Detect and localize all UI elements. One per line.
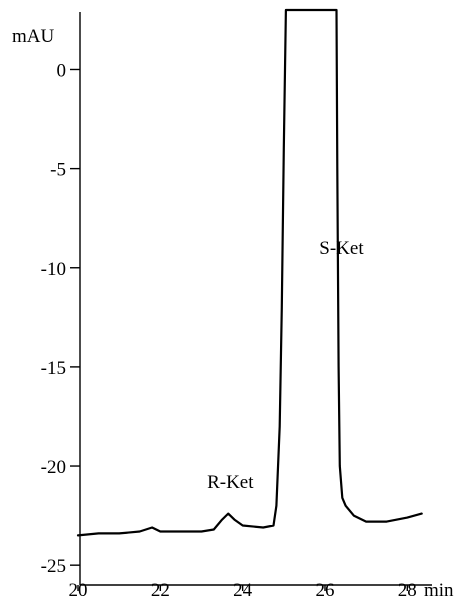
x-tick-label: 20 bbox=[69, 580, 88, 599]
peak-label: S-Ket bbox=[319, 238, 364, 259]
y-tick-label: -25 bbox=[41, 556, 66, 577]
peak-label: R-Ket bbox=[207, 472, 254, 493]
y-axis-title: mAU bbox=[12, 26, 55, 47]
y-tick-label: -5 bbox=[50, 160, 66, 181]
x-tick-label: 24 bbox=[233, 580, 253, 599]
y-tick-label: 0 bbox=[57, 60, 67, 81]
y-tick-label: -10 bbox=[41, 259, 66, 280]
y-tick-label: -20 bbox=[41, 457, 66, 478]
chromatogram-trace bbox=[76, 8, 423, 537]
x-tick-label: 26 bbox=[315, 580, 334, 599]
y-tick-label: -15 bbox=[41, 358, 66, 379]
peak-annotations: R-Ket S-Ket bbox=[207, 238, 364, 493]
x-tick-label: 22 bbox=[151, 580, 170, 599]
axes bbox=[79, 12, 432, 586]
x-tick-label: 28 bbox=[398, 580, 417, 599]
x-axis-title: min bbox=[424, 580, 454, 599]
